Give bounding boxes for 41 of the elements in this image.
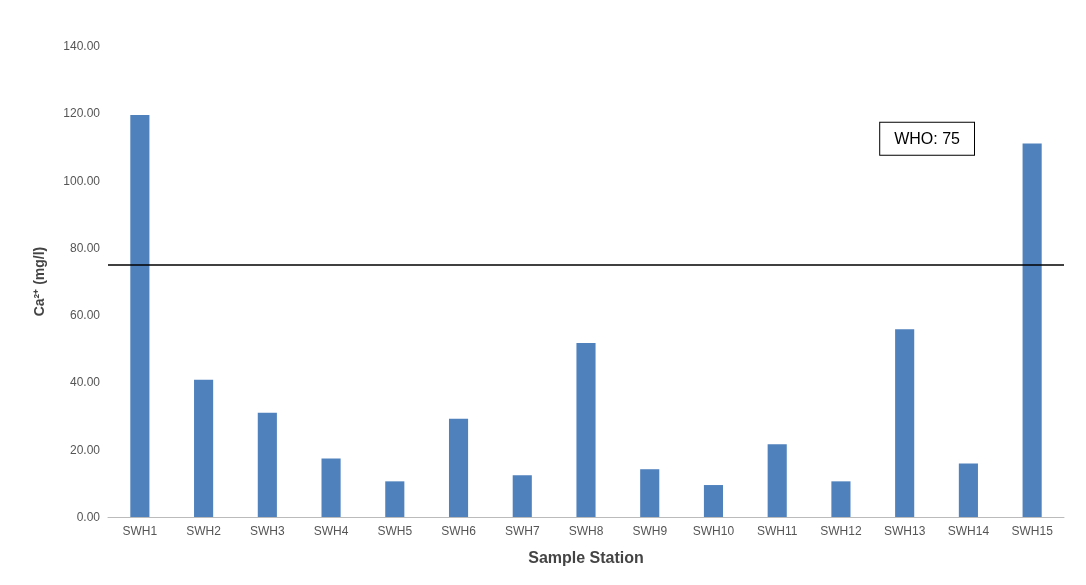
x-tick-label: SWH10 [692,524,735,538]
x-tick-label: SWH15 [1011,524,1054,538]
x-tick-label: SWH9 [632,524,668,538]
y-tick-label: 40.00 [69,375,101,390]
y-tick-label: 60.00 [69,308,101,323]
x-tick-label: SWH8 [568,524,604,538]
x-tick-label: SWH3 [250,524,285,538]
bar [448,418,469,517]
bar [512,475,532,517]
bar [194,379,214,517]
bar [130,114,150,517]
bar [831,481,851,517]
bar [385,481,405,517]
x-tick-label: SWH7 [504,524,540,538]
y-axis-title: Ca²⁺ (mg/l) [31,246,47,317]
y-tick-label: 80.00 [69,240,101,255]
x-tick-label: SWH12 [820,524,862,538]
bar [576,343,596,517]
x-tick-label: SWH13 [883,524,926,538]
x-tick-label: SWH11 [756,524,798,538]
x-axis-title: Sample Station [528,548,644,566]
bar [703,485,724,517]
y-tick-label: 120.00 [63,106,101,121]
bar [640,469,660,517]
y-tick-label: 140.00 [63,39,101,53]
bar [321,458,341,517]
bar [958,463,978,517]
ref-line-label: WHO: 75 [894,130,961,148]
y-tick-label: 100.00 [63,173,101,188]
bar [767,444,787,517]
x-tick-label: SWH4 [313,524,349,538]
bar [257,412,277,517]
x-tick-label: SWH5 [377,524,413,538]
bar [895,329,915,517]
y-tick-label: 20.00 [69,442,101,457]
x-tick-label: SWH2 [186,524,222,538]
x-tick-label: SWH6 [441,524,477,538]
x-tick-label: SWH1 [122,524,158,538]
x-tick-label: SWH14 [947,524,990,538]
y-tick-label: 0.00 [76,510,101,524]
bar [1022,143,1042,517]
